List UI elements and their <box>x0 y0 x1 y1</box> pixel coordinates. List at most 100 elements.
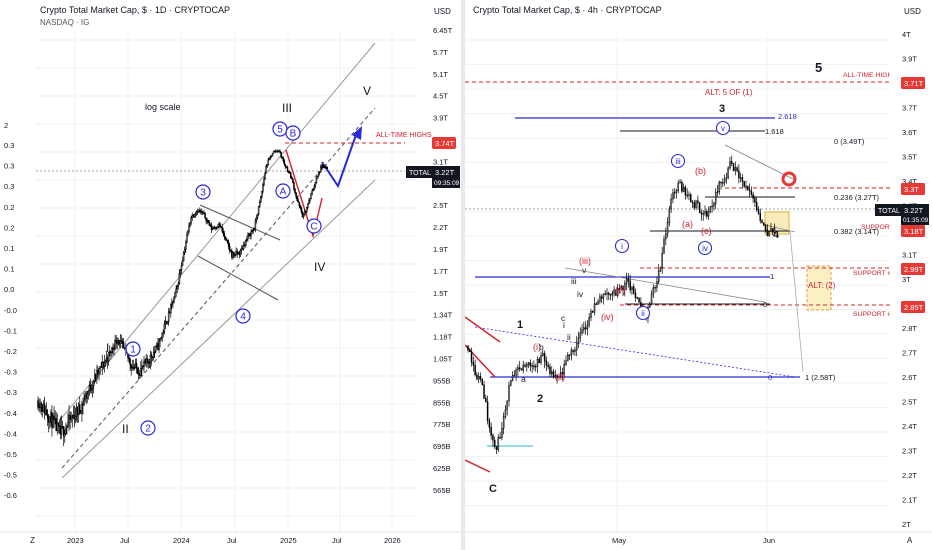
daily-candle <box>255 214 258 224</box>
4h-candle <box>759 208 761 224</box>
daily-candle <box>65 422 67 435</box>
daily-price-tick-1-5t: 1.5T <box>433 289 448 298</box>
4h-price-tick-3-6t: 3.6T <box>902 128 917 137</box>
4h-candle <box>591 310 594 314</box>
4h-candle <box>743 181 745 189</box>
daily-candle <box>86 390 89 403</box>
daily-candle <box>137 366 140 380</box>
4h-candle <box>695 200 697 211</box>
4h-candle <box>563 359 565 379</box>
daily-left-tick-15: -0.5 <box>4 450 17 459</box>
wave-4-triangle-bottom <box>197 255 279 301</box>
daily-candle <box>197 209 200 213</box>
daily-candle <box>88 380 91 397</box>
daily-candle <box>152 346 155 361</box>
daily-chart-title: Crypto Total Market Cap, $ · 1D · CRYPTO… <box>40 5 230 15</box>
4h-candle <box>606 288 608 301</box>
4h-candle <box>524 362 526 368</box>
daily-candle <box>319 164 322 173</box>
daily-candle <box>167 307 170 326</box>
daily-candle <box>208 219 211 227</box>
4h-black-iv: iv <box>577 289 584 299</box>
daily-candle <box>79 396 81 415</box>
daily-candle <box>278 149 280 153</box>
daily-candle <box>306 207 308 214</box>
badge-note-support: SUPPORT <box>861 224 894 231</box>
svg-text:3: 3 <box>200 188 206 199</box>
4h-candle <box>716 184 719 197</box>
daily-candle <box>95 372 97 382</box>
daily-candle <box>122 337 125 349</box>
daily-candle <box>222 227 225 237</box>
target-circle-icon <box>781 171 797 187</box>
daily-candle <box>66 424 68 435</box>
daily-circled-wave-3: 3 <box>195 184 211 200</box>
daily-candle <box>190 216 192 226</box>
daily-left-tick-12: -0.3 <box>4 388 17 397</box>
daily-ath-label: ALL-TIME HIGHS <box>376 132 432 139</box>
daily-candle <box>281 156 283 159</box>
4h-candle <box>725 172 728 184</box>
4h-circled-v: v <box>715 120 731 136</box>
daily-candle <box>285 165 288 168</box>
daily-time-tick-2025: 2025 <box>280 536 297 545</box>
daily-candle <box>298 201 301 209</box>
daily-price-axis-bg <box>418 0 461 550</box>
daily-wave-iii: III <box>282 101 292 115</box>
daily-candle <box>273 150 276 153</box>
4h-candle <box>690 192 692 203</box>
daily-candle <box>155 345 157 354</box>
daily-left-tick-9: -0.1 <box>4 326 17 335</box>
4h-candle <box>727 166 729 180</box>
daily-candle <box>159 338 161 348</box>
daily-candle <box>209 223 212 227</box>
daily-candle <box>46 409 49 426</box>
daily-total-tag <box>406 166 432 178</box>
daily-candle <box>89 378 92 394</box>
daily-price-tick-1-34t: 1.34T <box>433 311 453 320</box>
4h-candle <box>545 356 548 372</box>
4h-circled-i: i <box>614 238 630 254</box>
daily-candle <box>142 365 144 370</box>
daily-time-axis[interactable]: 2023 Jul 2024 Jul 2025 Jul 2026 <box>67 536 401 545</box>
pane-divider[interactable] <box>461 0 465 550</box>
daily-candle <box>219 222 221 228</box>
daily-ath-value: 3.74T <box>435 139 455 148</box>
daily-candle <box>228 243 231 254</box>
4h-candle <box>602 293 605 305</box>
daily-candle <box>211 226 214 231</box>
daily-candle <box>276 150 278 153</box>
4h-candle <box>661 247 663 274</box>
4h-price-tick-2-1t: 2.1T <box>902 496 917 505</box>
svg-text:4: 4 <box>240 312 246 323</box>
4h-candle <box>522 360 524 374</box>
4h-candle <box>492 433 494 447</box>
daily-candle <box>116 337 119 350</box>
daily-candle <box>168 308 171 314</box>
4h-candle <box>771 228 774 236</box>
4h-candle <box>625 272 628 291</box>
4h-price-tick-3-4t: 3.4T <box>902 177 917 186</box>
4h-time-axis[interactable]: May Jun <box>612 536 775 545</box>
daily-candle <box>157 337 159 351</box>
daily-candle <box>164 315 167 330</box>
daily-candle <box>145 353 147 368</box>
4h-candle <box>734 161 737 176</box>
daily-price-tick-5-7t: 5.7T <box>433 48 448 57</box>
daily-candle <box>49 415 51 430</box>
4h-candle <box>697 195 699 209</box>
4h-candle <box>634 288 637 302</box>
daily-candle <box>265 164 267 174</box>
daily-candle <box>212 226 215 230</box>
svg-text:3.3T: 3.3T <box>904 185 919 194</box>
daily-candle <box>104 359 107 368</box>
daily-candle <box>256 213 259 220</box>
4h-chart-pane[interactable]: 2.618 1.618 0 (3.49T) 0.236 (3.27T) 0.382 (3… <box>465 0 932 550</box>
daily-circled-wave-4: 4 <box>235 308 251 324</box>
daily-candle <box>121 338 124 349</box>
svg-text:B: B <box>290 129 297 140</box>
daily-candle <box>299 204 302 210</box>
daily-candle <box>158 337 160 354</box>
